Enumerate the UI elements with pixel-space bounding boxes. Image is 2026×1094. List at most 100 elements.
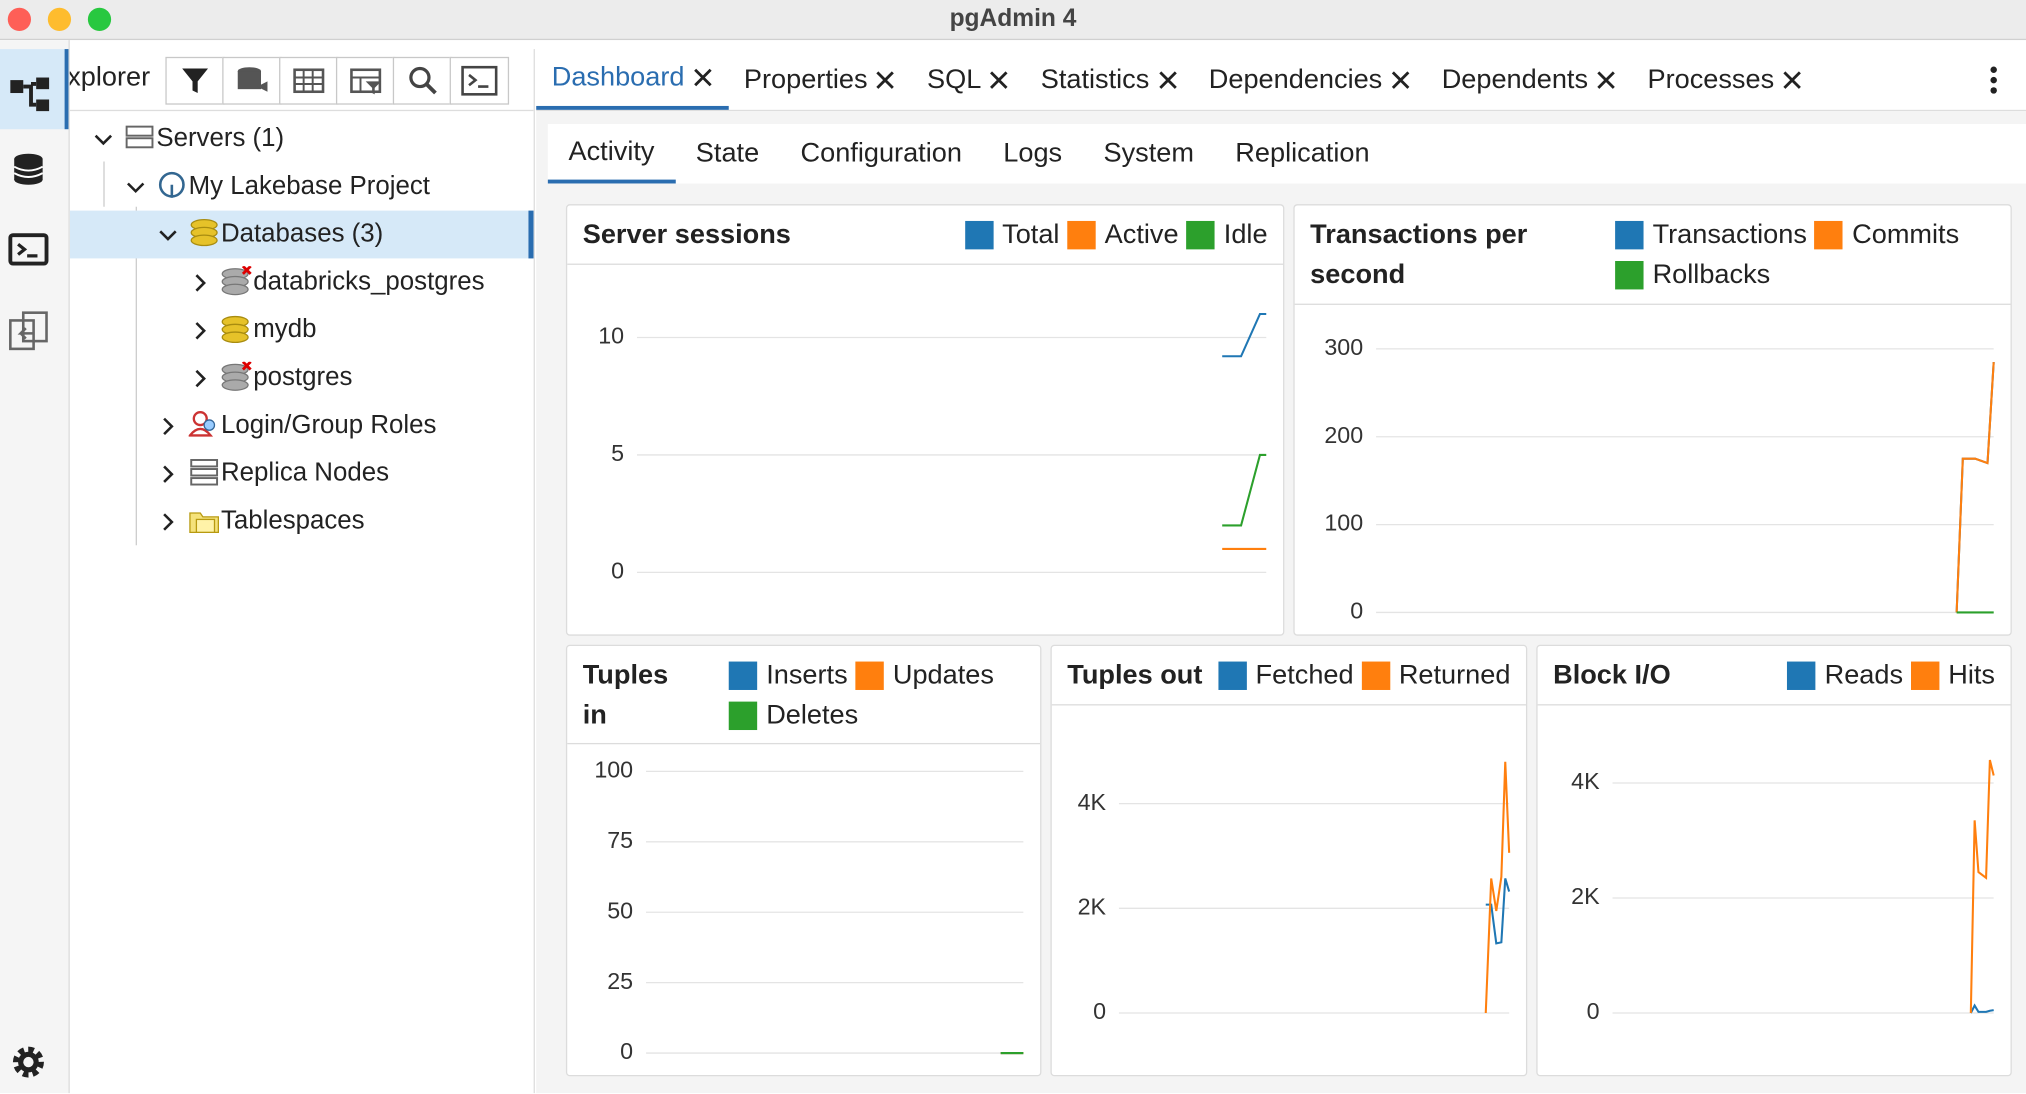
tree-row[interactable]: databricks_postgres xyxy=(70,258,534,306)
legend-item[interactable]: Commits xyxy=(1814,214,1959,254)
tree-row[interactable]: Login/Group Roles xyxy=(70,402,534,450)
tab[interactable]: Dashboard xyxy=(536,49,729,110)
chevron-right[interactable] xyxy=(158,464,179,485)
legend-item[interactable]: Active xyxy=(1067,214,1179,254)
chevron-right[interactable] xyxy=(158,512,179,533)
settings-icon[interactable] xyxy=(8,1041,52,1085)
close-icon[interactable] xyxy=(1782,69,1803,90)
tree-label: My Lakebase Project xyxy=(188,171,430,201)
legend-item[interactable]: Rollbacks xyxy=(1615,255,1770,295)
tab[interactable]: Properties xyxy=(728,49,911,110)
legend-swatch xyxy=(855,660,884,690)
tree-icon xyxy=(189,512,220,533)
roles-icon xyxy=(203,419,216,431)
legend: Reads Hits xyxy=(1779,655,1995,704)
legend-swatch xyxy=(1910,660,1940,690)
search-button[interactable] xyxy=(392,56,453,105)
tab-label: Statistics xyxy=(1040,63,1150,94)
legend-label: Idle xyxy=(1223,219,1268,250)
close-icon[interactable] xyxy=(1390,69,1411,90)
subtab[interactable]: System xyxy=(1103,138,1194,168)
tab[interactable]: Dependents xyxy=(1426,49,1632,110)
database-icon[interactable] xyxy=(10,151,57,190)
legend-item[interactable]: Inserts xyxy=(728,655,848,695)
zoom-button[interactable] xyxy=(87,7,112,32)
tab-label: Processes xyxy=(1647,63,1775,94)
tab-label: Dashboard xyxy=(551,62,685,92)
chevron-down[interactable] xyxy=(125,177,146,198)
legend-swatch xyxy=(1615,220,1644,249)
close-glyph xyxy=(693,68,712,87)
replica-icon xyxy=(190,468,219,477)
minimize-button[interactable] xyxy=(47,7,72,32)
chevron-right[interactable] xyxy=(158,416,179,437)
subtab[interactable]: Logs xyxy=(1003,138,1063,168)
chevron-right[interactable] xyxy=(190,320,211,341)
explorer-button[interactable] xyxy=(0,49,69,130)
tree-row[interactable]: Servers (1) xyxy=(70,115,534,163)
chevron-right[interactable] xyxy=(190,273,211,294)
tab[interactable]: Processes xyxy=(1632,49,1818,110)
close-icon[interactable] xyxy=(1596,69,1617,90)
tree-label: Tablespaces xyxy=(220,506,365,535)
compare-icon[interactable] xyxy=(8,310,52,354)
legend-item[interactable]: Updates xyxy=(855,655,994,695)
legend-item[interactable]: Transactions xyxy=(1615,214,1807,254)
terminal-icon[interactable] xyxy=(8,233,52,269)
subtab[interactable]: Replication xyxy=(1235,138,1370,168)
tab-bar: Dashboard Properties SQL Statistics Dependen… xyxy=(536,49,2026,112)
legend-label: Active xyxy=(1104,219,1179,250)
subtab[interactable]: State xyxy=(695,138,760,168)
query-tool-button[interactable] xyxy=(222,56,282,105)
chevron-glyph xyxy=(127,182,145,194)
chart-title: Block I/O xyxy=(1553,660,1671,690)
tree-guide xyxy=(135,206,137,546)
legend-label: Updates xyxy=(892,660,994,690)
filter-button[interactable] xyxy=(165,56,225,105)
tree-icon xyxy=(158,171,185,198)
tab[interactable]: SQL xyxy=(912,49,1026,110)
legend-item[interactable]: Hits xyxy=(1910,655,1995,695)
database-icon xyxy=(190,234,218,247)
legend-item[interactable]: Idle xyxy=(1186,214,1268,254)
legend-label: Hits xyxy=(1948,660,1995,690)
explorer-header: Explorer xyxy=(69,49,534,112)
side-rail xyxy=(0,40,70,1094)
chevron-glyph xyxy=(163,465,174,483)
tab[interactable]: Statistics xyxy=(1025,49,1193,110)
legend-item[interactable]: Returned xyxy=(1361,655,1510,695)
tree-row[interactable]: Databases (3) xyxy=(69,210,534,259)
tree-icon xyxy=(221,315,249,344)
chevron-down[interactable] xyxy=(158,225,179,246)
tree-row[interactable]: Tablespaces xyxy=(70,497,534,545)
tree-row[interactable]: postgres xyxy=(70,354,534,402)
legend-item[interactable]: Fetched xyxy=(1218,655,1354,695)
close-icon[interactable] xyxy=(692,67,713,88)
close-icon[interactable] xyxy=(875,69,896,90)
tree-row[interactable]: mydb xyxy=(70,306,534,354)
legend-item[interactable]: Total xyxy=(964,214,1059,254)
close-icon[interactable] xyxy=(989,69,1010,90)
close-button[interactable] xyxy=(7,7,32,32)
chevron-glyph xyxy=(159,230,177,241)
filtered-rows-button[interactable] xyxy=(335,56,396,105)
tree-row[interactable]: My Lakebase Project xyxy=(70,163,534,211)
psql-button[interactable] xyxy=(449,56,510,105)
tab[interactable]: Dependencies xyxy=(1193,49,1426,110)
chevron-right[interactable] xyxy=(190,368,211,389)
title-bar: pgAdmin 4 xyxy=(0,0,2026,41)
tree-label: Databases (3) xyxy=(220,219,384,249)
legend-item[interactable]: Deletes xyxy=(728,695,858,735)
more-menu[interactable] xyxy=(1985,65,2003,99)
subtab[interactable]: Configuration xyxy=(800,138,962,168)
disconnected-mark xyxy=(241,266,252,275)
view-data-button[interactable] xyxy=(279,56,339,105)
legend-item[interactable]: Reads xyxy=(1787,655,1903,695)
chevron-down[interactable] xyxy=(93,129,114,150)
close-icon[interactable] xyxy=(1157,69,1178,90)
database-icon xyxy=(221,283,249,296)
subtab[interactable]: Activity xyxy=(547,124,676,184)
tree-row[interactable]: Replica Nodes xyxy=(70,450,534,498)
tree-icon xyxy=(190,219,218,247)
close-glyph xyxy=(1391,70,1410,89)
